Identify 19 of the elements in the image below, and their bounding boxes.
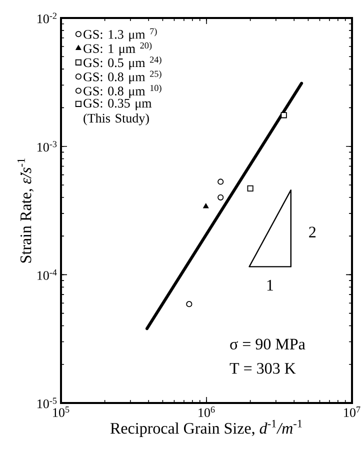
annotation: 1 — [267, 280, 273, 290]
legend-label: GS: 1 μm $^{20)}$ — [84, 42, 152, 56]
legend-label: GS: 0.35 μm (This Study) — [84, 98, 152, 126]
legend-label: GS: 1.3 μm $^{7)}$ — [84, 28, 157, 42]
legend-label: GS: 0.8 μm $^{10)}$ — [84, 84, 162, 98]
legend-label: GS: 0.8 μm $^{25)}$ — [84, 70, 162, 84]
x-tick-label: 10$^{7}$ — [344, 406, 360, 417]
annotation: T = 303 K — [230, 362, 296, 374]
x-tick-label: 10$^{6}$ — [198, 406, 215, 418]
x-tick-label: 10$^{5}$ — [53, 406, 70, 417]
x-axis-title: Reciprocal Grain Size, d$^{-1}$/m$^{-1}$ — [110, 420, 302, 437]
y-tick-label: 10$^{-5}$ — [38, 398, 57, 408]
y-tick-label: 10$^{-3}$ — [38, 141, 57, 152]
y-tick-label: 10$^{-4}$ — [38, 269, 57, 280]
annotation: 2 — [309, 226, 316, 238]
y-axis-title: Strain Rate, ε̇/s$^{-1}$ — [17, 158, 34, 263]
annotation: σ = 90 MPa — [230, 338, 306, 350]
y-tick-label: 10$^{-2}$ — [38, 12, 56, 24]
legend-label: GS: 0.5 μm $^{24)}$ — [84, 56, 162, 70]
